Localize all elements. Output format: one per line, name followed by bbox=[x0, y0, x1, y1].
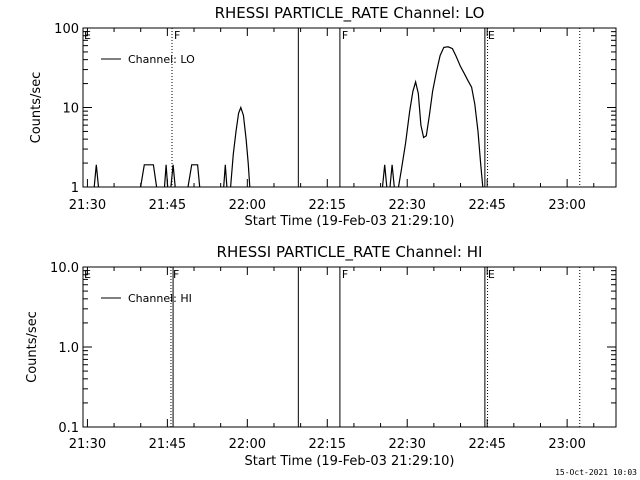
flag-annotation: F bbox=[174, 29, 180, 42]
x-tick-label: 22:45 bbox=[468, 437, 505, 452]
series-line-segment bbox=[397, 46, 484, 188]
y-tick-label: 100 bbox=[54, 22, 79, 37]
x-tick-label: 23:00 bbox=[548, 198, 585, 213]
series-line-segment bbox=[389, 164, 395, 188]
plot-frame bbox=[82, 27, 617, 188]
flag-annotation: E bbox=[488, 268, 495, 281]
x-tick-label: 21:45 bbox=[149, 198, 186, 213]
series-line-segment bbox=[163, 164, 169, 188]
x-tick-label: 22:00 bbox=[229, 437, 266, 452]
legend-label: Channel: HI bbox=[128, 292, 192, 305]
x-axis-label: Start Time (19-Feb-03 21:29:10) bbox=[245, 214, 455, 229]
flag-annotation: E bbox=[84, 29, 91, 42]
flag-annotation: E bbox=[84, 268, 91, 281]
x-tick-label: 21:30 bbox=[69, 198, 106, 213]
series-line-segment bbox=[223, 164, 228, 188]
x-tick-label: 22:45 bbox=[468, 198, 505, 213]
chart-title: RHESSI PARTICLE_RATE Channel: HI bbox=[217, 243, 483, 262]
timestamp-label: 15-Oct-2021 10:03 bbox=[555, 468, 637, 477]
series-line-segment bbox=[93, 164, 100, 188]
x-tick-label: 22:00 bbox=[229, 198, 266, 213]
series-line-segment bbox=[187, 164, 201, 188]
flag-annotation: F bbox=[342, 29, 348, 42]
y-tick-label: 10.0 bbox=[50, 261, 79, 276]
series-line-segment bbox=[230, 105, 251, 188]
series-line-segment bbox=[170, 164, 176, 188]
x-tick-label: 21:30 bbox=[69, 437, 106, 452]
legend-label: Channel: LO bbox=[128, 53, 195, 66]
y-tick-label: 1 bbox=[71, 181, 79, 196]
flag-annotation: F bbox=[173, 268, 179, 281]
x-axis-label: Start Time (19-Feb-03 21:29:10) bbox=[245, 454, 455, 469]
y-axis-label: Counts/sec bbox=[25, 311, 40, 383]
flag-annotation: F bbox=[342, 268, 348, 281]
series-line-segment bbox=[381, 164, 388, 188]
y-tick-label: 1.0 bbox=[58, 341, 79, 356]
x-tick-label: 23:00 bbox=[548, 437, 585, 452]
chart-panel-1 bbox=[82, 27, 617, 188]
y-tick-label: 0.1 bbox=[58, 421, 79, 436]
x-tick-label: 22:30 bbox=[388, 198, 425, 213]
series-line-segment bbox=[140, 164, 158, 188]
x-tick-label: 22:30 bbox=[388, 437, 425, 452]
x-tick-label: 22:15 bbox=[309, 437, 346, 452]
x-tick-label: 21:45 bbox=[149, 437, 186, 452]
y-tick-label: 10 bbox=[62, 102, 79, 117]
y-axis-label: Counts/sec bbox=[29, 72, 44, 144]
chart-title: RHESSI PARTICLE_RATE Channel: LO bbox=[215, 4, 485, 23]
plot-frame bbox=[82, 266, 617, 428]
x-tick-label: 22:15 bbox=[309, 198, 346, 213]
flag-annotation: E bbox=[488, 29, 495, 42]
chart-panel-2 bbox=[82, 266, 617, 428]
